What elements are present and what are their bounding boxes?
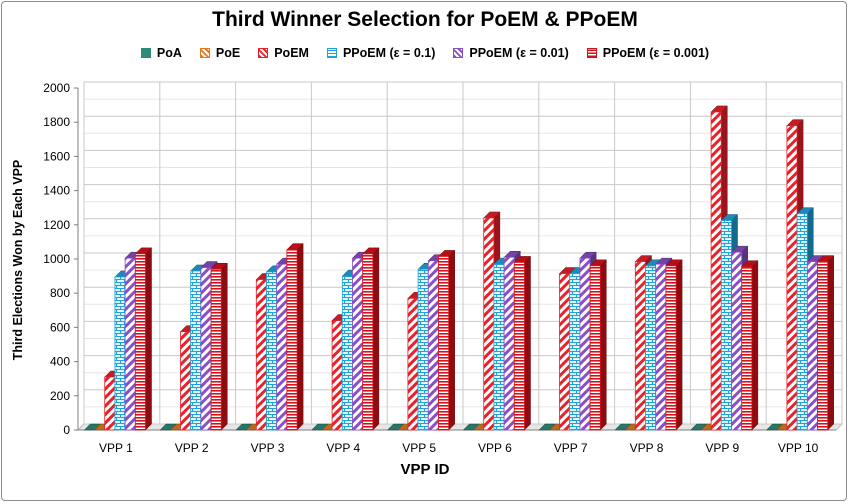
bar-vpp-6-ppoem-0-001 bbox=[513, 255, 532, 431]
y-tick-label: 800 bbox=[50, 286, 70, 300]
y-tick-label: 1600 bbox=[43, 149, 70, 163]
x-tick-label-vpp-6: VPP 6 bbox=[478, 441, 512, 455]
legend-swatch-ppoem-0-01 bbox=[453, 48, 464, 58]
x-tick-label-vpp-1: VPP 1 bbox=[99, 441, 133, 455]
y-tick-label: 1800 bbox=[43, 115, 70, 129]
legend-item-poem: PoEM bbox=[258, 46, 309, 60]
legend-label-poa: PoA bbox=[156, 46, 182, 60]
y-tick-label: 0 bbox=[63, 423, 70, 437]
x-tick-label-vpp-4: VPP 4 bbox=[326, 441, 360, 455]
y-tick-label: 200 bbox=[50, 389, 70, 403]
legend-label-poe: PoE bbox=[215, 46, 241, 60]
legend-label-ppoem-0-001: PPoEM (ε = 0.001) bbox=[602, 46, 710, 60]
y-tick-label: 1400 bbox=[43, 184, 70, 198]
chart-title: Third Winner Selection for PoEM & PPoEM bbox=[212, 8, 638, 31]
x-tick-label-vpp-7: VPP 7 bbox=[554, 441, 588, 455]
legend-label-ppoem-0-1: PPoEM (ε = 0.1) bbox=[342, 46, 436, 60]
y-tick-label: 600 bbox=[50, 320, 70, 334]
x-tick-label-vpp-3: VPP 3 bbox=[251, 441, 285, 455]
x-axis-title: VPP ID bbox=[400, 461, 450, 478]
x-tick-label-vpp-8: VPP 8 bbox=[630, 441, 664, 455]
y-tick-label: 1000 bbox=[43, 252, 70, 266]
x-tick-label-vpp-9: VPP 9 bbox=[705, 441, 739, 455]
bar-vpp-7-ppoem-0-001 bbox=[589, 259, 607, 431]
bars bbox=[83, 105, 835, 431]
legend-item-ppoem-0-1: PPoEM (ε = 0.1) bbox=[326, 46, 436, 60]
bar-vpp-1-ppoem-0-001 bbox=[134, 247, 153, 431]
legend-swatch-ppoem-0-001 bbox=[586, 48, 597, 58]
y-tick-label: 400 bbox=[50, 355, 70, 369]
legend-item-poa: PoA bbox=[140, 46, 182, 60]
legend-swatch-poem bbox=[258, 48, 269, 58]
bar-vpp-10-ppoem-0-001 bbox=[816, 254, 835, 431]
x-tick-label-vpp-5: VPP 5 bbox=[402, 441, 436, 455]
bar-vpp-8-ppoem-0-001 bbox=[665, 259, 683, 431]
bar-vpp-5-ppoem-0-001 bbox=[437, 249, 456, 431]
legend-item-ppoem-0-01: PPoEM (ε = 0.01) bbox=[453, 46, 569, 60]
bar-vpp-2-ppoem-0-001 bbox=[210, 262, 228, 431]
bar-vpp-3-ppoem-0-001 bbox=[286, 242, 304, 431]
legend-swatch-ppoem-0-1 bbox=[326, 48, 337, 58]
x-tick-label-vpp-2: VPP 2 bbox=[175, 441, 209, 455]
y-tick-label: 1200 bbox=[43, 218, 70, 232]
legend-swatch-poa bbox=[140, 48, 151, 58]
legend-swatch-poe bbox=[199, 48, 210, 58]
legend-label-ppoem-0-01: PPoEM (ε = 0.01) bbox=[469, 46, 569, 60]
legend-item-ppoem-0-001: PPoEM (ε = 0.001) bbox=[586, 46, 710, 60]
y-tick-label: 2000 bbox=[43, 81, 70, 95]
legend: PoA PoE PoEM PPoEM (ε = 0.1) PPoEM (ε = 0.01… bbox=[0, 46, 850, 60]
bar-vpp-9-ppoem-0-001 bbox=[741, 260, 759, 431]
legend-item-poe: PoE bbox=[199, 46, 241, 60]
bar-vpp-4-ppoem-0-001 bbox=[362, 247, 380, 431]
x-tick-label-vpp-10: VPP 10 bbox=[778, 441, 819, 455]
legend-label-poem: PoEM bbox=[274, 46, 309, 60]
